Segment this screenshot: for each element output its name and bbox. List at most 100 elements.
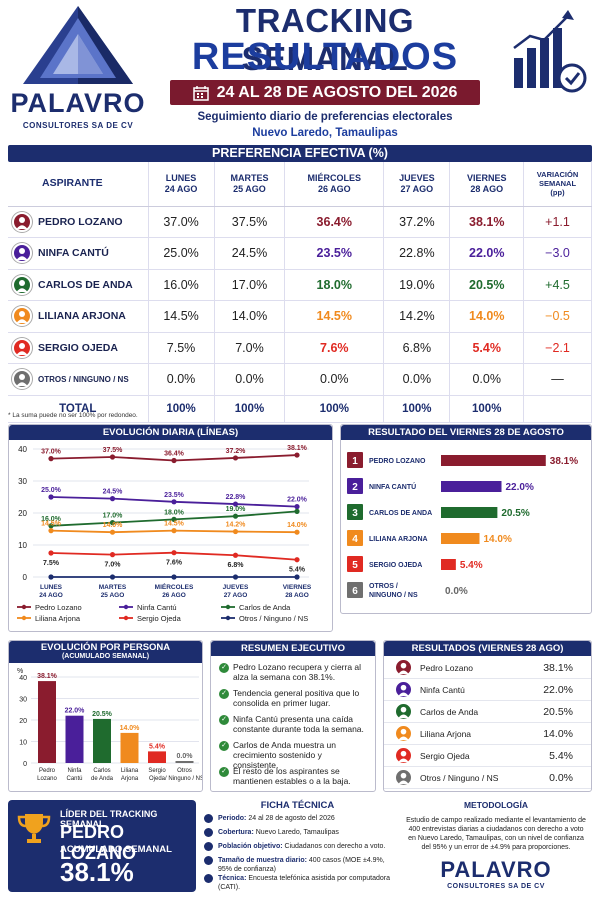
col-header: VIERNES 28 AGO bbox=[449, 162, 524, 207]
y-tick-label: 40 bbox=[19, 675, 27, 682]
value-cell: 18.0% bbox=[284, 269, 385, 301]
value-cell: 0.0% bbox=[383, 363, 451, 396]
result-value: 20.5% bbox=[543, 706, 573, 718]
legend-marker bbox=[21, 615, 27, 621]
data-point bbox=[232, 455, 239, 461]
leader-card: LÍDER DEL TRACKING SEMANAL PEDRO LOZANO … bbox=[8, 800, 196, 892]
variation-cell: −2.1 bbox=[523, 332, 592, 364]
tech-sheet-row: Periodo: 24 al 28 de agosto del 2026 bbox=[204, 814, 394, 823]
category-label: Pedro bbox=[39, 768, 56, 774]
candidate-cell: SERGIO OJEDA bbox=[8, 332, 149, 364]
data-point bbox=[109, 520, 116, 526]
value-cell: 0.0% bbox=[284, 363, 385, 396]
table-row: OTROS / NINGUNO / NS 0.0% 0.0% 0.0% 0.0% 0.0%… bbox=[8, 363, 592, 396]
value-cell: 0.0% bbox=[214, 363, 286, 396]
date-range: 24 AL 28 DE AGOSTO DEL 2026 bbox=[216, 83, 458, 101]
data-point bbox=[109, 496, 116, 502]
data-label: 25.0% bbox=[41, 487, 62, 494]
friday-results-title: RESULTADO DEL VIERNES 28 DE AGOSTO bbox=[341, 425, 591, 440]
friday-bar-chart: 1 PEDRO LOZANO 38.1% 2 NINFA CANTÚ 22.0% 3 CARL… bbox=[347, 452, 578, 599]
legend-marker bbox=[225, 615, 231, 621]
person-bar-title: EVOLUCIÓN POR PERSONA bbox=[40, 642, 171, 653]
total-cell: 100% bbox=[284, 395, 385, 423]
bar bbox=[441, 481, 502, 492]
check-icon: ✓ bbox=[219, 689, 229, 699]
category-label: SERGIO OJEDA bbox=[369, 562, 422, 569]
y-tick-label: 0 bbox=[23, 761, 27, 768]
value-cell: 37.2% bbox=[383, 206, 451, 238]
result-value: 14.0% bbox=[543, 728, 573, 740]
brand-logo: PALAVRO CONSULTORES SA DE CV bbox=[8, 4, 148, 132]
col-header-date: 25 AGO bbox=[233, 183, 266, 194]
data-point bbox=[294, 504, 300, 510]
value-cell: 22.8% bbox=[383, 237, 451, 270]
variation-cell: +4.5 bbox=[523, 269, 592, 301]
rank-badge bbox=[347, 504, 363, 520]
friday-results-list: RESULTADOS (VIERNES 28 AGO) Pedro Lozano… bbox=[383, 640, 592, 792]
summary-text: Tendencia general positiva que lo consol… bbox=[233, 688, 360, 708]
person-avatar-icon bbox=[12, 243, 32, 264]
col-header: LUNES 24 AGO bbox=[148, 162, 215, 207]
data-label: 37.5% bbox=[103, 447, 124, 454]
table-row: SERGIO OJEDA 7.5% 7.0% 7.6% 6.8% 5.4% −2.1 bbox=[8, 332, 592, 364]
info-bullet-icon bbox=[204, 856, 213, 865]
person-bar-chart: % 0 10 20 30 40 38.1% Pedro Lozano 22.0% Ninfa Cant… bbox=[17, 668, 204, 782]
data-point bbox=[232, 501, 239, 507]
category-label: Carlos bbox=[93, 768, 110, 774]
person-avatar-icon bbox=[396, 726, 411, 741]
data-label: 7.6% bbox=[166, 560, 183, 567]
value-cell: 25.0% bbox=[148, 237, 215, 270]
x-tick-date: 26 AGO bbox=[162, 592, 186, 599]
data-point bbox=[171, 516, 177, 522]
data-point bbox=[109, 454, 116, 460]
executive-summary: RESUMEN EJECUTIVO ✓ Pedro Lozano recupera… bbox=[210, 640, 376, 792]
leader-name: PEDRO LOZANO bbox=[60, 822, 136, 863]
tech-sheet-key: Cobertura: bbox=[218, 829, 254, 836]
value-cell: 17.0% bbox=[214, 269, 286, 301]
data-label: 5.4% bbox=[289, 567, 306, 574]
value-cell: 5.4% bbox=[449, 332, 524, 364]
page-subtitle-results: RESULTADOS bbox=[191, 36, 459, 78]
bar-value-label: 14.0% bbox=[484, 534, 512, 545]
bar bbox=[65, 715, 84, 763]
check-icon: ✓ bbox=[219, 741, 229, 751]
friday-results-panel: RESULTADO DEL VIERNES 28 DE AGOSTO 1 PEDR… bbox=[340, 424, 592, 614]
col-header: ASPIRANTE bbox=[8, 162, 149, 207]
bar-value-label: 22.0% bbox=[65, 708, 86, 715]
data-point bbox=[171, 550, 177, 556]
legend-marker bbox=[123, 615, 129, 621]
value-cell: 6.8% bbox=[383, 332, 451, 364]
data-label: 14.0% bbox=[287, 522, 308, 529]
tech-sheet-value: Ciudadanos con derecho a voto. bbox=[284, 843, 386, 850]
candidate-name: PEDRO LOZANO bbox=[38, 215, 123, 228]
value-cell: 36.4% bbox=[284, 206, 385, 238]
info-bullet-icon bbox=[204, 874, 213, 883]
value-cell: 19.0% bbox=[383, 269, 451, 301]
total-cell: 100% bbox=[383, 395, 451, 423]
footer-brand-name: PALAVRO bbox=[440, 857, 552, 882]
info-bullet-icon bbox=[204, 814, 213, 823]
variation-cell: +1.1 bbox=[523, 206, 592, 238]
y-tick-label: 10 bbox=[18, 541, 27, 550]
value-cell: 7.5% bbox=[148, 332, 215, 364]
rank-badge bbox=[347, 478, 363, 494]
result-name: Pedro Lozano bbox=[420, 663, 473, 673]
y-tick-label: 20 bbox=[18, 509, 27, 518]
leader-label: LÍDER DEL TRACKING SEMANAL bbox=[60, 809, 158, 829]
data-point bbox=[294, 529, 300, 535]
value-cell: 14.5% bbox=[148, 300, 215, 333]
legend-label: Carlos de Anda bbox=[239, 603, 291, 612]
col-header-day: JUEVES bbox=[399, 172, 435, 183]
bar bbox=[441, 455, 546, 466]
methodology-text: Estudio de campo realizado mediante el l… bbox=[406, 817, 586, 851]
bar-value-label: 0.0% bbox=[177, 753, 194, 760]
x-tick-date: 25 AGO bbox=[101, 592, 125, 599]
bar bbox=[38, 681, 56, 763]
table-row: PEDRO LOZANO 37.0% 37.5% 36.4% 37.2% 38.1% +1.… bbox=[8, 206, 592, 238]
person-avatar-icon bbox=[396, 682, 411, 697]
pyramid-logo-icon bbox=[23, 6, 133, 84]
legend-label: Pedro Lozano bbox=[35, 603, 82, 612]
total-label: TOTAL bbox=[8, 395, 149, 423]
info-bullet-icon bbox=[204, 828, 213, 837]
col-header: MIÉRCOLES 26 AGO bbox=[284, 162, 385, 207]
